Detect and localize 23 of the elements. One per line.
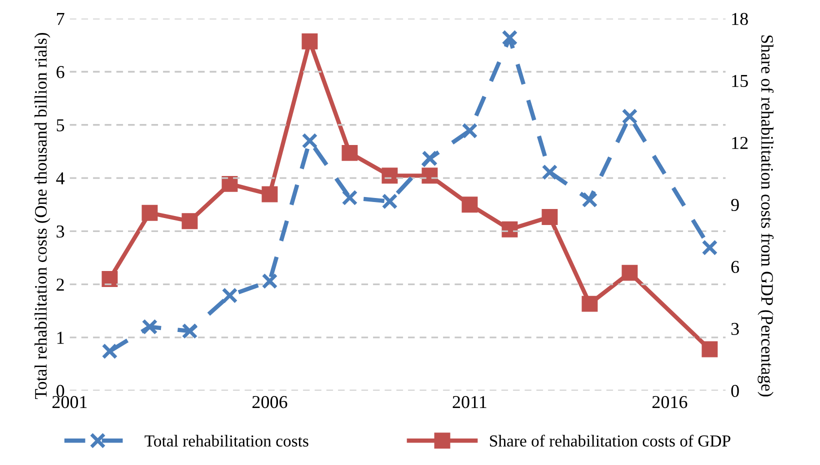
y2-tick-label: 15 <box>732 74 748 88</box>
y-tick-label: 0 <box>56 384 64 398</box>
x-tick-label: 2001 <box>52 396 87 408</box>
y-tick-label: 5 <box>56 119 64 132</box>
y2-tick-label: 0 <box>731 384 739 398</box>
y2-tick-label: 12 <box>732 136 748 149</box>
y-tick-label: 3 <box>56 225 64 238</box>
x-tick-label: 2016 <box>652 396 688 408</box>
y-tick-label: 6 <box>56 66 64 78</box>
y2-axis-title: Share of rehabilitation costs from GDP (Percentage) <box>758 35 774 396</box>
y-tick-label: 4 <box>56 172 65 184</box>
y-tick-label: 2 <box>56 278 64 291</box>
legend-label: Share of rehabilitation costs of GDP <box>490 434 730 447</box>
y-axis-title: Total rehabilitation costs (One thousand billion rials) <box>34 32 50 400</box>
y-tick-label: 7 <box>57 13 64 25</box>
x-tick-label: 2006 <box>252 396 288 408</box>
y2-tick-label: 3 <box>731 322 739 336</box>
x-tick-label: 2011 <box>452 396 486 408</box>
y2-tick-label: 18 <box>732 12 748 26</box>
y2-tick-label: 9 <box>731 198 739 212</box>
y2-tick-label: 6 <box>731 260 740 274</box>
y-tick-label: 1 <box>57 332 64 344</box>
legend-label: Total rehabilitation costs <box>144 434 308 447</box>
